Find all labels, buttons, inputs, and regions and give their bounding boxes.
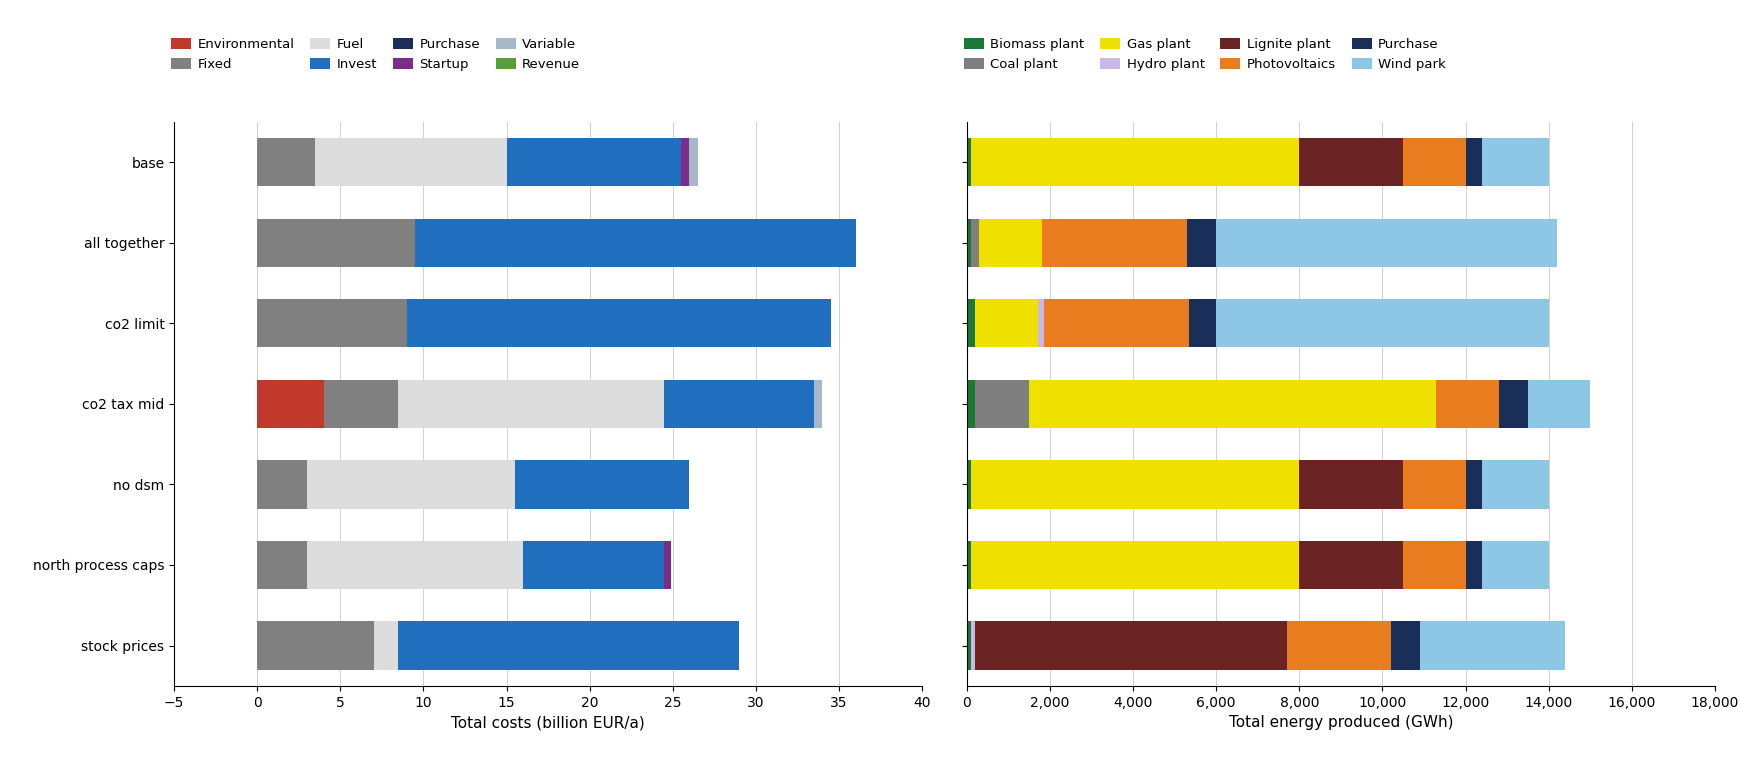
Bar — [1403, 541, 1466, 589]
Bar — [1482, 138, 1549, 187]
Bar — [258, 379, 324, 428]
Bar — [399, 379, 665, 428]
Bar — [980, 219, 1041, 267]
Bar — [258, 138, 315, 187]
Bar — [1041, 219, 1187, 267]
Bar — [966, 219, 971, 267]
Bar — [507, 138, 681, 187]
Bar — [1189, 299, 1217, 347]
Bar — [258, 219, 414, 267]
Bar — [665, 541, 670, 589]
Bar — [258, 541, 306, 589]
Bar — [1421, 621, 1565, 670]
Bar — [1217, 299, 1549, 347]
Bar — [515, 460, 689, 508]
Bar — [1045, 299, 1189, 347]
Bar — [407, 299, 830, 347]
Bar — [1529, 379, 1590, 428]
Bar — [1436, 379, 1499, 428]
Bar — [689, 138, 698, 187]
Bar — [1029, 379, 1436, 428]
Bar — [966, 541, 971, 589]
Bar — [399, 621, 740, 670]
Bar — [966, 379, 975, 428]
Bar — [324, 379, 399, 428]
Bar — [815, 379, 822, 428]
Bar — [1466, 138, 1482, 187]
Bar — [1391, 621, 1421, 670]
Bar — [1287, 621, 1391, 670]
Bar — [966, 621, 971, 670]
X-axis label: Total energy produced (GWh): Total energy produced (GWh) — [1229, 715, 1454, 730]
Bar — [258, 460, 306, 508]
Bar — [306, 541, 522, 589]
Bar — [966, 460, 971, 508]
Bar — [966, 299, 975, 347]
Bar — [971, 541, 1299, 589]
X-axis label: Total costs (billion EUR/a): Total costs (billion EUR/a) — [451, 715, 644, 730]
Bar — [665, 379, 815, 428]
Legend: Biomass plant, Coal plant, Gas plant, Hydro plant, Lignite plant, Photovoltaics,: Biomass plant, Coal plant, Gas plant, Hy… — [959, 33, 1452, 76]
Bar — [966, 138, 971, 187]
Bar — [1499, 379, 1529, 428]
Bar — [971, 219, 980, 267]
Bar — [306, 460, 515, 508]
Bar — [522, 541, 665, 589]
Bar — [1482, 460, 1549, 508]
Bar — [1403, 138, 1466, 187]
Bar — [1466, 460, 1482, 508]
Bar — [681, 138, 689, 187]
Bar — [258, 621, 374, 670]
Bar — [258, 299, 407, 347]
Bar — [971, 460, 1299, 508]
Bar — [1299, 541, 1403, 589]
Bar — [1038, 299, 1045, 347]
Bar — [1466, 541, 1482, 589]
Bar — [1187, 219, 1217, 267]
Bar — [975, 299, 1038, 347]
Bar — [975, 621, 1287, 670]
Bar — [1482, 541, 1549, 589]
Bar — [1299, 138, 1403, 187]
Legend: Environmental, Fixed, Fuel, Invest, Purchase, Startup, Variable, Revenue: Environmental, Fixed, Fuel, Invest, Purc… — [165, 33, 585, 76]
Bar — [374, 621, 399, 670]
Bar — [971, 138, 1299, 187]
Bar — [414, 219, 855, 267]
Bar — [975, 379, 1029, 428]
Bar — [1403, 460, 1466, 508]
Bar — [1217, 219, 1556, 267]
Bar — [315, 138, 507, 187]
Bar — [971, 621, 975, 670]
Bar — [1299, 460, 1403, 508]
